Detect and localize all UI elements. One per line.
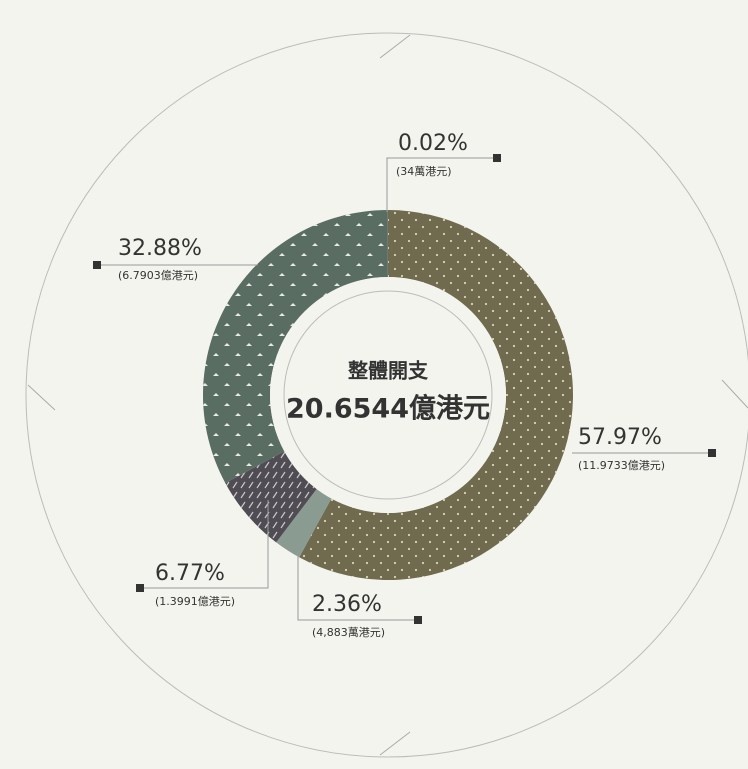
label-marker	[493, 154, 501, 162]
label-marker	[136, 584, 144, 592]
center-total: 20.6544億港元	[286, 394, 490, 425]
inner-ring	[283, 290, 493, 500]
donut-hole	[270, 277, 506, 513]
slices	[202, 210, 573, 580]
amount-label: (4,883萬港元)	[312, 626, 385, 639]
value-label: 32.88%	[118, 236, 202, 261]
slice-pattern	[299, 210, 573, 580]
label-marker	[414, 616, 422, 624]
label-marker	[708, 449, 716, 457]
value-label: 2.36%	[312, 592, 382, 617]
ring-tick	[379, 34, 411, 59]
amount-label: (34萬港元)	[396, 165, 452, 178]
ring-tick	[27, 384, 56, 411]
ring-tick	[379, 731, 411, 756]
value-label: 0.02%	[398, 131, 468, 156]
label-marker	[93, 261, 101, 269]
amount-label: (6.7903億港元)	[118, 269, 198, 282]
leader-line	[140, 500, 269, 589]
amount-label: (1.3991億港元)	[155, 595, 235, 608]
slice-pattern	[225, 451, 317, 543]
slice-pattern	[202, 210, 388, 484]
center-title: 整體開支	[347, 359, 429, 383]
leader-line	[386, 157, 497, 212]
leader-line	[297, 552, 418, 621]
value-label: 6.77%	[155, 561, 225, 586]
amount-label: (11.9733億港元)	[578, 459, 665, 472]
slice-pattern	[276, 489, 332, 558]
ring-tick	[721, 379, 748, 409]
value-label: 57.97%	[578, 425, 662, 450]
